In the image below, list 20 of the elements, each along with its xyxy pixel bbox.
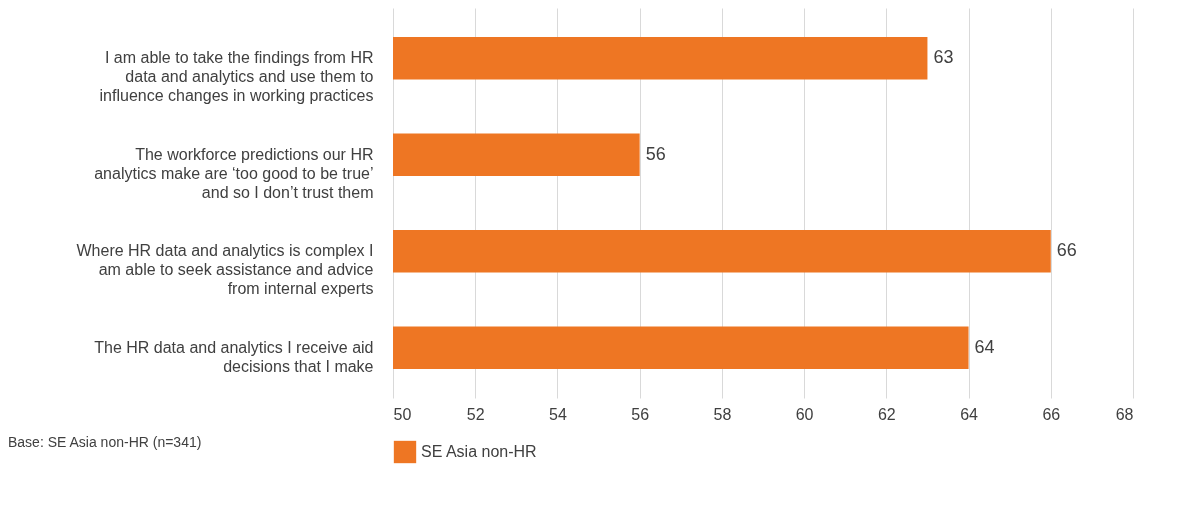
x-tick-label: 54 (549, 405, 567, 423)
y-tick-label: Where HR data and analytics is complex I am able to seek assistance and advice from internal experts (76, 242, 374, 298)
y-tick-label: The workforce predictions our HR analytics make are ‘too good to be true’ and so I don’t trust them (94, 145, 374, 201)
data-label: 64 (974, 336, 995, 357)
x-tick-label: 66 (1042, 405, 1061, 423)
x-tick-label: 68 (1115, 405, 1134, 423)
x-tick-label: 62 (877, 405, 896, 423)
y-tick-label: I am able to take the findings from HR data and analytics and use them to influence changes in working practices (99, 49, 374, 105)
x-tick-label: 50 (393, 405, 412, 423)
text: Base: SE Asia non-HR (n=341) (8, 434, 202, 450)
x-tick-label: 60 (795, 405, 814, 423)
x-tick-label: 56 (631, 405, 650, 423)
data-label: 66 (1056, 240, 1077, 261)
x-tick-label: 64 (960, 405, 979, 423)
data-label: 63 (933, 47, 954, 68)
legend-label: SE Asia non-HR (421, 443, 537, 460)
x-tick-label: 58 (713, 405, 732, 423)
data-label: 56 (645, 143, 666, 164)
y-tick-label: The HR data and analytics I receive aid decisions that I make (94, 338, 374, 375)
x-tick-label: 52 (466, 405, 485, 423)
